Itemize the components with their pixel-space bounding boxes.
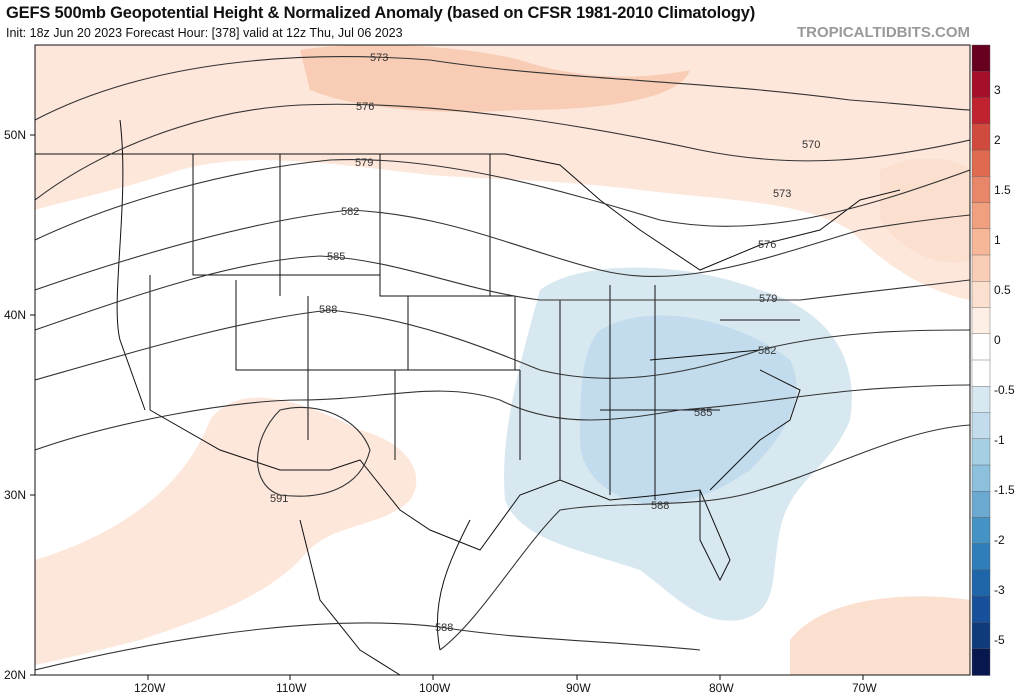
colorbar-label: 2 [994,133,1001,147]
colorbar-segment [971,569,991,597]
positive-anomaly-caribbean [790,596,970,675]
map-subtitle: Init: 18z Jun 20 2023 Forecast Hour: [37… [6,26,403,40]
colorbar-label: 1 [994,233,1001,247]
brand-logo-text: TROPICALTIDBITS.COM [796,24,970,41]
colorbar-label: -2 [994,533,1005,547]
anomaly-shading [35,45,970,675]
contour-label: 573 [370,52,388,64]
colorbar-segment [971,149,991,177]
lon-label: 100W [419,681,451,695]
lon-label: 120W [134,681,166,695]
contour-label: 579 [355,157,373,169]
positive-anomaly-sw [35,397,417,665]
positive-anomaly-ne [880,158,970,263]
colorbar-label: -5 [994,633,1005,647]
positive-anomaly-core [300,45,690,112]
colorbar-segment [971,517,991,545]
colorbar-segment [971,176,991,204]
contour-label: 585 [327,251,345,263]
contour-label: 588 [319,304,337,316]
contour-label: 570 [802,139,820,151]
lat-label: 20N [4,668,26,682]
colorbar-segment [971,97,991,125]
colorbar-segment [971,307,991,335]
colorbar-segment [971,543,991,571]
colorbar-label: 3 [994,83,1001,97]
height-contours [35,56,970,671]
contour-label: 573 [773,188,791,200]
contour-label: 579 [759,293,777,305]
lon-label: 80W [709,681,734,695]
colorbar-segment [971,412,991,440]
colorbar-segment [971,44,991,72]
contour-label: 576 [758,239,776,251]
colorbar-segment [971,438,991,466]
contour-label: 588 [435,622,453,634]
lat-axis: 50N 40N 30N 20N [4,128,35,682]
political-borders [35,119,901,675]
colorbar-label: -1 [994,433,1005,447]
lat-label: 50N [4,128,26,142]
colorbar-label: 1.5 [994,183,1011,197]
colorbar-segment [971,622,991,650]
contour-labels: 573 576 579 582 585 588 591 570 573 576 … [270,52,820,634]
colorbar-segment [971,123,991,151]
contour-label: 588 [651,500,669,512]
colorbar: 3 2 1.5 1 0.5 0 -0.5 -1 -1.5 -2 -3 -5 [971,44,1015,676]
colorbar-label: -1.5 [994,483,1015,497]
contour-label: 582 [758,345,776,357]
lon-label: 110W [276,681,307,695]
map-title: GEFS 500mb Geopotential Height & Normali… [6,4,755,22]
lon-axis: 120W 110W 100W 90W 80W 70W [134,675,877,695]
colorbar-segment [971,648,991,676]
colorbar-segment [971,254,991,282]
colorbar-segment [971,386,991,414]
colorbar-segment [971,596,991,624]
colorbar-label: 0.5 [994,283,1011,297]
colorbar-label: 0 [994,333,1001,347]
lat-label: 30N [4,488,26,502]
contour-label: 591 [270,493,288,505]
colorbar-segment [971,464,991,492]
colorbar-segment [971,71,991,99]
colorbar-segment [971,281,991,309]
colorbar-segment [971,359,991,387]
lon-label: 90W [566,681,591,695]
colorbar-segment [971,491,991,519]
lat-label: 40N [4,308,26,322]
map-frame [34,44,971,676]
colorbar-segment [971,333,991,361]
colorbar-label: -3 [994,583,1005,597]
positive-anomaly-north [35,45,970,300]
contour-label: 585 [694,407,712,419]
lon-label: 70W [852,681,877,695]
contour-label: 582 [341,206,359,218]
colorbar-label: -0.5 [994,383,1015,397]
colorbar-segment [971,202,991,230]
colorbar-segment [971,228,991,256]
contour-label: 576 [356,101,374,113]
